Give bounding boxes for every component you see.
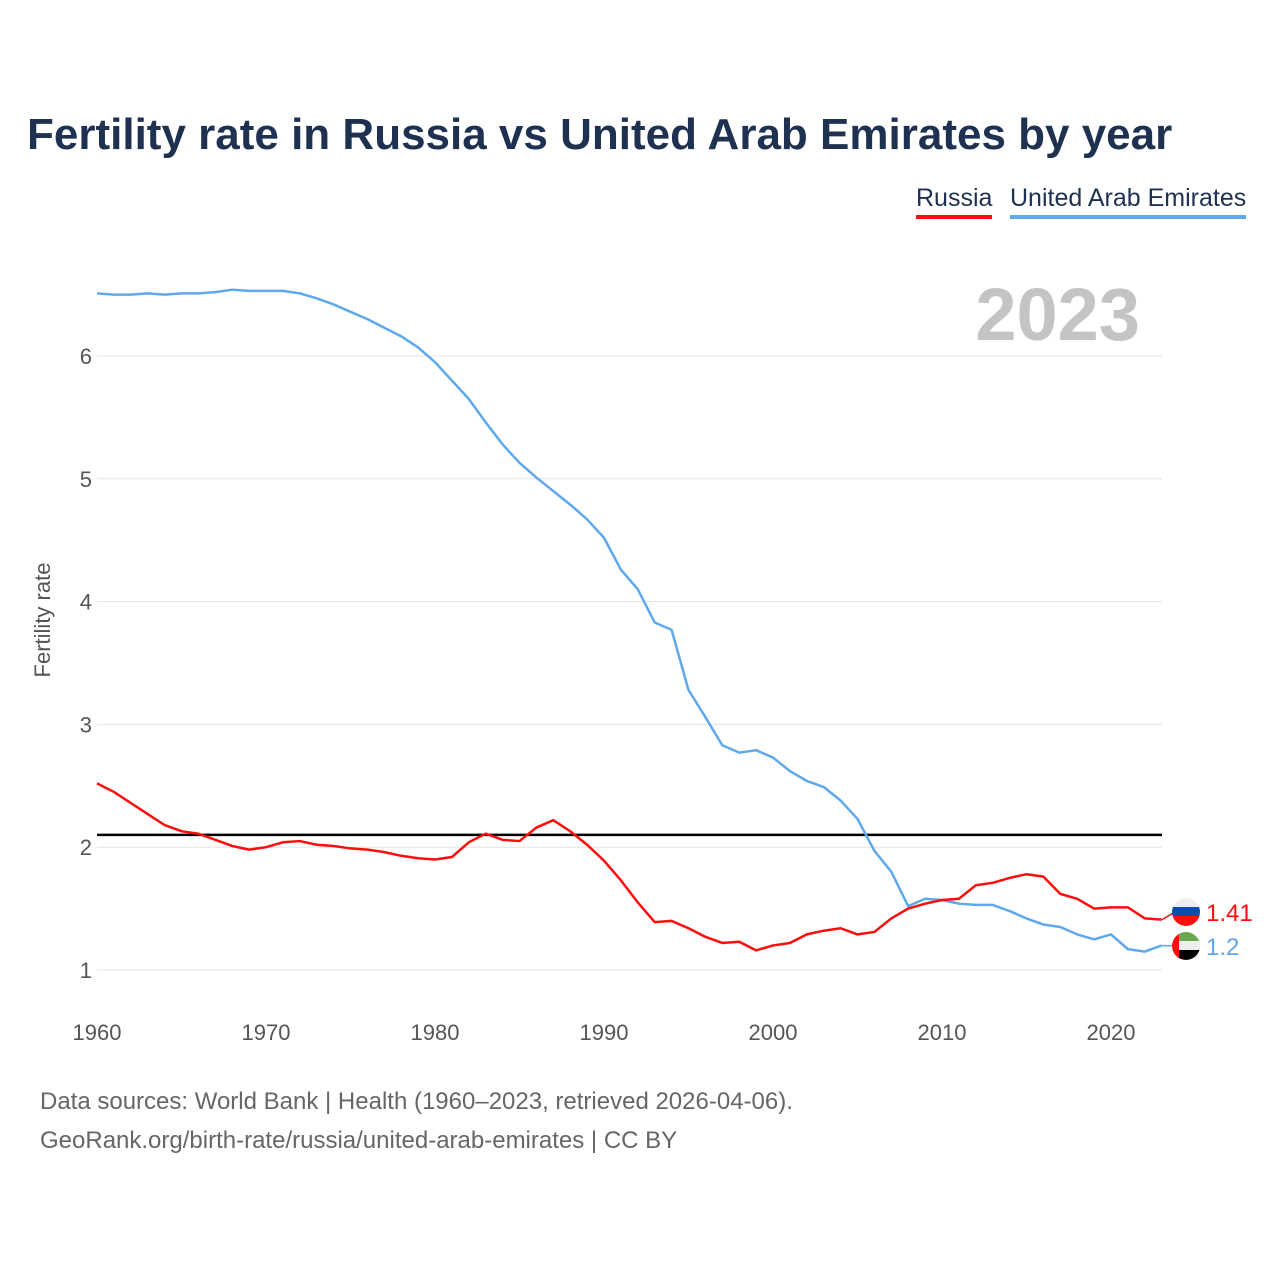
y-tick-label: 1 — [80, 958, 92, 983]
russia-flag-icon — [1172, 898, 1200, 926]
y-axis-label: Fertility rate — [30, 563, 55, 678]
chart-title: Fertility rate in Russia vs United Arab … — [27, 110, 1173, 159]
x-tick-label: 1970 — [242, 1020, 291, 1045]
y-tick-label: 3 — [80, 712, 92, 737]
source-link[interactable]: GeoRank.org/birth-rate/russia/united-ara… — [40, 1127, 678, 1154]
legend-russia[interactable]: Russia — [916, 184, 993, 219]
russia-end-label: 1.41 — [1206, 900, 1253, 927]
uae-flag-icon — [1172, 932, 1200, 960]
x-tick-label: 2010 — [918, 1020, 967, 1045]
y-tick-label: 2 — [80, 835, 92, 860]
y-tick-label: 6 — [80, 344, 92, 369]
x-tick-label: 1990 — [580, 1020, 629, 1045]
x-tick-label: 1960 — [73, 1020, 122, 1045]
x-tick-label: 2020 — [1087, 1020, 1136, 1045]
legend-uae[interactable]: United Arab Emirates — [1010, 184, 1247, 219]
x-tick-label: 2000 — [749, 1020, 798, 1045]
year-label: 2023 — [975, 273, 1140, 356]
y-tick-label: 5 — [80, 467, 92, 492]
source-note: Data sources: World Bank | Health (1960–… — [40, 1088, 793, 1115]
x-tick-label: 1980 — [411, 1020, 460, 1045]
y-tick-label: 4 — [80, 590, 92, 615]
uae-end-label: 1.2 — [1206, 934, 1239, 961]
series-line-russia — [96, 782, 1162, 952]
series-line-uae — [96, 288, 1163, 953]
